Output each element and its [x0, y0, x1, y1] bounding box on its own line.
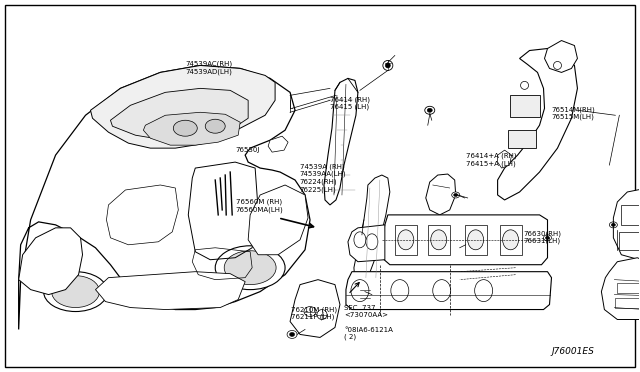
Ellipse shape	[454, 193, 458, 196]
Ellipse shape	[366, 234, 378, 250]
Ellipse shape	[398, 230, 414, 250]
Text: 76210M (RH)
76211P (LH): 76210M (RH) 76211P (LH)	[291, 307, 337, 320]
Bar	[615, 298, 640, 308]
Ellipse shape	[224, 251, 276, 285]
Polygon shape	[248, 185, 308, 255]
Polygon shape	[143, 112, 240, 145]
Bar	[395, 225, 417, 255]
Text: SEC. 737
<73070AA>: SEC. 737 <73070AA>	[344, 305, 388, 318]
Polygon shape	[354, 175, 390, 285]
Polygon shape	[268, 136, 288, 152]
Polygon shape	[290, 280, 340, 337]
Polygon shape	[324, 78, 358, 205]
Polygon shape	[545, 41, 577, 73]
Polygon shape	[19, 228, 83, 295]
Bar	[618, 283, 640, 293]
Ellipse shape	[475, 280, 493, 302]
Bar	[428, 225, 450, 255]
Polygon shape	[353, 278, 374, 308]
Ellipse shape	[44, 272, 108, 311]
Ellipse shape	[520, 81, 529, 89]
Ellipse shape	[452, 192, 460, 198]
Ellipse shape	[205, 119, 225, 133]
Polygon shape	[19, 65, 310, 330]
Ellipse shape	[611, 223, 615, 226]
Polygon shape	[498, 48, 577, 200]
Ellipse shape	[215, 246, 285, 290]
Polygon shape	[426, 174, 456, 215]
Polygon shape	[90, 65, 275, 148]
Bar	[620, 232, 640, 250]
Text: 76414 (RH)
76415 (LH): 76414 (RH) 76415 (LH)	[330, 96, 370, 110]
Polygon shape	[106, 185, 179, 245]
Ellipse shape	[351, 280, 369, 302]
Text: 76414+A (RH)
76415+A (LH): 76414+A (RH) 76415+A (LH)	[466, 153, 516, 167]
Polygon shape	[498, 150, 511, 168]
Ellipse shape	[391, 280, 409, 302]
Polygon shape	[613, 188, 640, 260]
Bar	[465, 225, 486, 255]
Text: 76560M (RH)
76560MA(LH): 76560M (RH) 76560MA(LH)	[236, 199, 284, 213]
Text: 74539A (RH)
74539AA(LH): 74539A (RH) 74539AA(LH)	[300, 163, 346, 177]
Polygon shape	[602, 258, 640, 320]
Ellipse shape	[385, 63, 390, 68]
Bar	[509, 95, 540, 117]
Ellipse shape	[52, 276, 99, 308]
Bar	[621, 205, 640, 225]
Ellipse shape	[545, 236, 550, 239]
Polygon shape	[111, 89, 248, 140]
Polygon shape	[346, 272, 552, 310]
Polygon shape	[382, 215, 547, 265]
Bar	[508, 130, 536, 148]
Ellipse shape	[173, 120, 197, 136]
Ellipse shape	[433, 280, 451, 302]
Text: 76630(RH)
76631(LH): 76630(RH) 76631(LH)	[523, 231, 561, 244]
Ellipse shape	[554, 61, 561, 70]
Text: 76530J: 76530J	[236, 147, 260, 153]
Ellipse shape	[428, 108, 432, 112]
Ellipse shape	[502, 230, 518, 250]
Text: 74539AC(RH)
74539AD(LH): 74539AC(RH) 74539AD(LH)	[186, 61, 233, 75]
Ellipse shape	[468, 230, 484, 250]
Text: °08IA6-6121A
( 2): °08IA6-6121A ( 2)	[344, 327, 393, 340]
Bar	[500, 225, 522, 255]
Text: J76001ES: J76001ES	[552, 347, 595, 356]
Ellipse shape	[354, 232, 366, 248]
Text: 76514M(RH)
76515M(LH): 76514M(RH) 76515M(LH)	[551, 106, 595, 120]
Polygon shape	[348, 225, 385, 262]
Text: 76224(RH)
76225(LH): 76224(RH) 76225(LH)	[300, 179, 337, 193]
Ellipse shape	[289, 333, 294, 336]
Ellipse shape	[431, 230, 447, 250]
Polygon shape	[95, 272, 245, 310]
